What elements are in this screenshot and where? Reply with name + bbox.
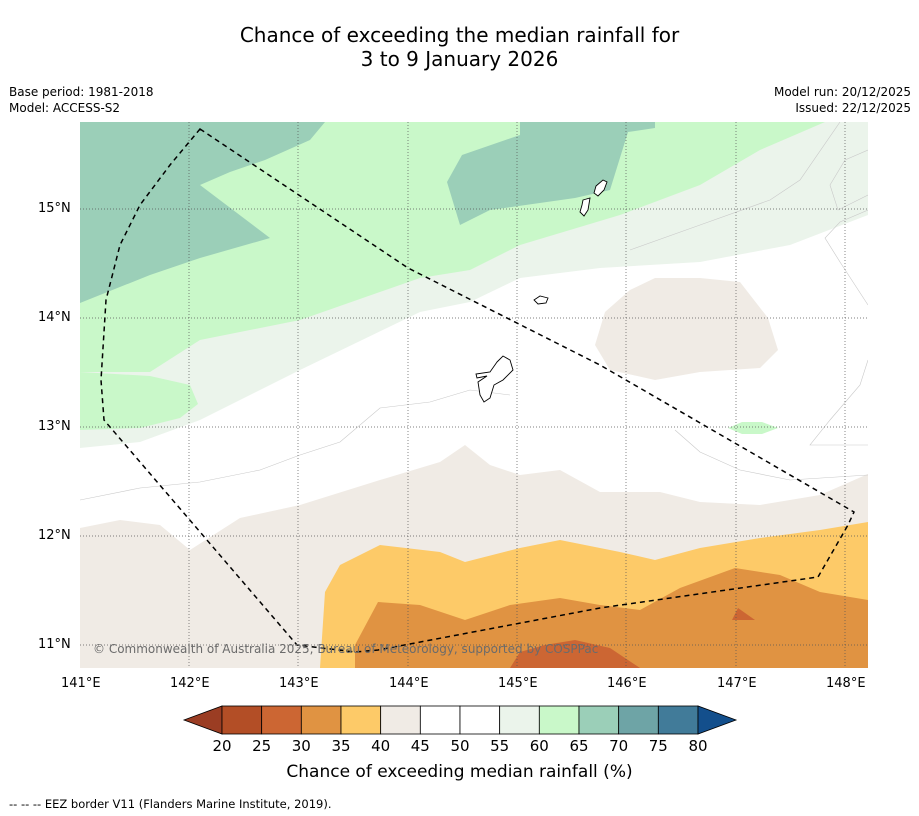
lon-label: 145°E bbox=[498, 676, 538, 691]
colorbar-segment bbox=[380, 705, 421, 735]
colorbar-segment bbox=[538, 705, 580, 735]
band-30-35 bbox=[355, 568, 868, 668]
band-65-70-north bbox=[447, 122, 655, 225]
islands bbox=[475, 179, 608, 403]
colorbar-tick: 75 bbox=[648, 737, 668, 755]
band-40-45-east bbox=[595, 278, 778, 380]
lat-label: 15°N bbox=[38, 201, 71, 216]
colorbar-segment bbox=[578, 705, 620, 735]
lon-label: 142°E bbox=[170, 676, 210, 691]
band-25-30 bbox=[510, 640, 640, 668]
colorbar-tick: 70 bbox=[609, 737, 629, 755]
lon-label: 143°E bbox=[279, 676, 319, 691]
map-fill-layer bbox=[80, 122, 868, 668]
lat-label: 11°N bbox=[38, 637, 71, 652]
lat-label: 13°N bbox=[38, 419, 71, 434]
contour-lines bbox=[80, 122, 868, 501]
title-line-2: 3 to 9 January 2026 bbox=[360, 47, 559, 71]
colorbar bbox=[182, 705, 738, 735]
meta-left: Base period: 1981-2018 Model: ACCESS-S2 bbox=[9, 84, 154, 116]
colorbar-segment bbox=[419, 705, 461, 735]
lon-label: 146°E bbox=[607, 676, 647, 691]
colorbar-boxes bbox=[221, 705, 699, 735]
colorbar-over-arrow bbox=[697, 705, 738, 735]
model-run-text: Model run: 20/12/2025 bbox=[773, 85, 911, 99]
colorbar-segment bbox=[221, 705, 263, 735]
colorbar-tick: 40 bbox=[371, 737, 391, 755]
lat-label: 12°N bbox=[38, 528, 71, 543]
colorbar-segment bbox=[300, 705, 342, 735]
colorbar-under-arrow bbox=[182, 705, 223, 735]
lon-label: 144°E bbox=[389, 676, 429, 691]
eez-legend-note: -- -- -- EEZ border V11 (Flanders Marine… bbox=[9, 797, 332, 811]
guam-island bbox=[475, 355, 514, 403]
lon-label: 147°E bbox=[717, 676, 757, 691]
colorbar-segment bbox=[340, 705, 382, 735]
band-25-30-small bbox=[732, 608, 755, 620]
colorbar-segment bbox=[261, 705, 302, 735]
colorbar-segment bbox=[618, 705, 659, 735]
colorbar-tick: 65 bbox=[569, 737, 589, 755]
meta-right: Model run: 20/12/2025 Issued: 22/12/2025 bbox=[774, 84, 911, 116]
colorbar-tick: 50 bbox=[450, 737, 470, 755]
tinian-island bbox=[579, 197, 591, 217]
issued-text: Issued: 22/12/2025 bbox=[795, 101, 911, 115]
band-65-70-west bbox=[80, 122, 325, 303]
colorbar-tick: 55 bbox=[490, 737, 510, 755]
colorbar-title: Chance of exceeding median rainfall (%) bbox=[286, 762, 633, 782]
colorbar-segment bbox=[657, 705, 699, 735]
lon-label: 141°E bbox=[61, 676, 101, 691]
rota-island bbox=[533, 295, 549, 305]
title-line-1: Chance of exceeding the median rainfall … bbox=[239, 23, 680, 47]
model-text: Model: ACCESS-S2 bbox=[9, 101, 121, 115]
colorbar-tick: 20 bbox=[212, 737, 232, 755]
colorbar-tick: 30 bbox=[291, 737, 311, 755]
colorbar-tick: 45 bbox=[410, 737, 430, 755]
eez-border bbox=[100, 128, 855, 653]
gridlines bbox=[80, 122, 868, 668]
colorbar-tick: 80 bbox=[688, 737, 708, 755]
colorbar-segment bbox=[499, 705, 540, 735]
colorbar-tick: 35 bbox=[331, 737, 351, 755]
lat-label: 14°N bbox=[38, 310, 71, 325]
copyright-notice: © Commonwealth of Australia 2025, Bureau… bbox=[93, 642, 599, 656]
colorbar-tick: 25 bbox=[252, 737, 272, 755]
lon-label: 148°E bbox=[826, 676, 866, 691]
green-patch bbox=[728, 422, 778, 434]
green-blob-west bbox=[80, 372, 198, 430]
colorbar-segment bbox=[459, 705, 501, 735]
band-60-65 bbox=[80, 122, 825, 372]
base-period-text: Base period: 1981-2018 bbox=[9, 85, 154, 99]
colorbar-tick: 60 bbox=[529, 737, 549, 755]
saipan-island bbox=[593, 179, 608, 197]
